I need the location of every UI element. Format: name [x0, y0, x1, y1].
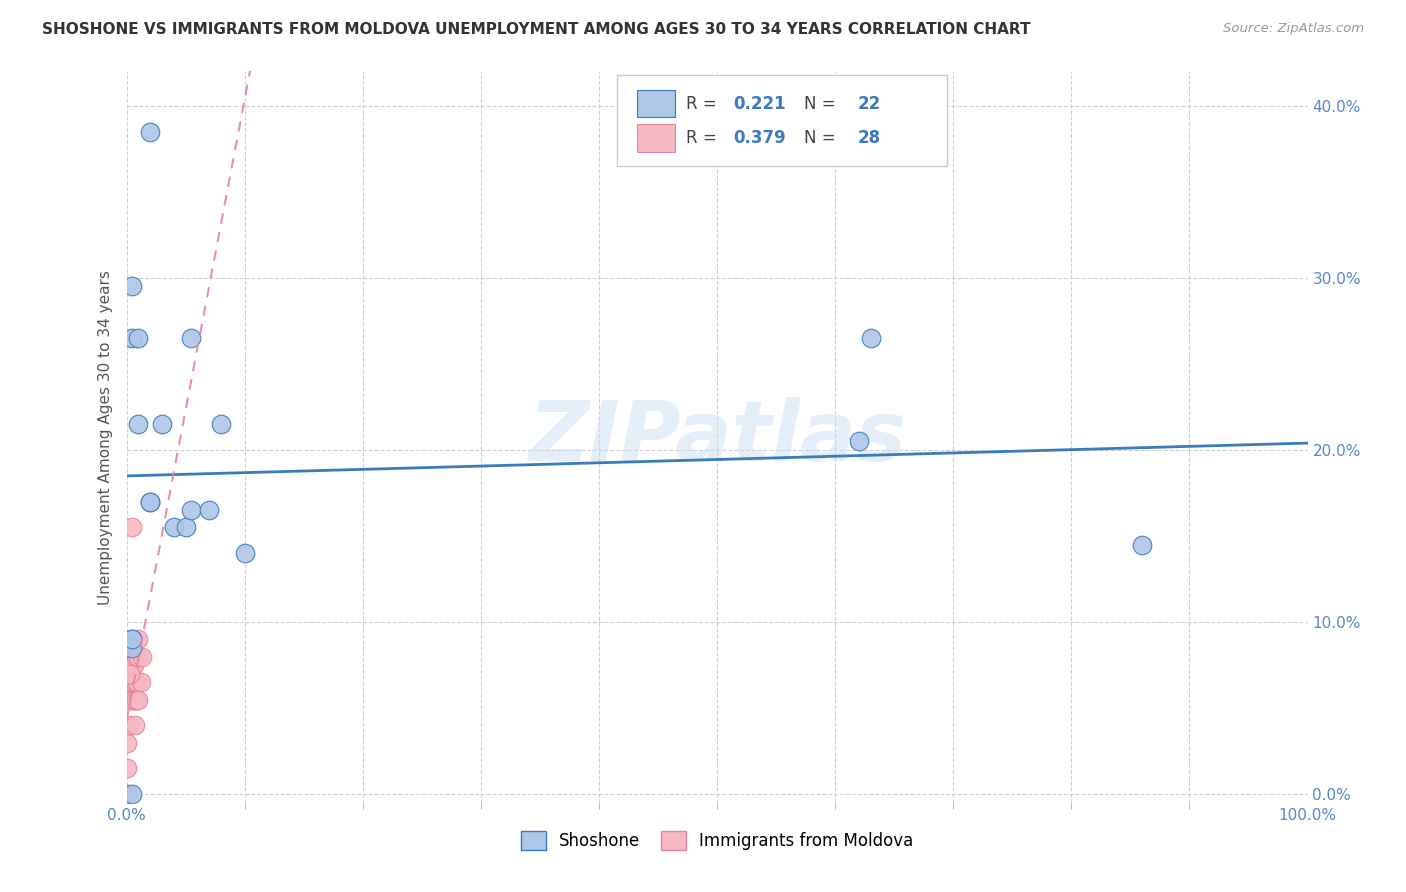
Point	[121, 787, 143, 801]
Text: Source: ZipAtlas.com: Source: ZipAtlas.com	[1223, 22, 1364, 36]
Point	[124, 718, 146, 732]
Point	[131, 649, 153, 664]
Text: N =: N =	[804, 95, 841, 112]
Point	[150, 417, 173, 432]
Point	[121, 658, 143, 673]
Point	[121, 632, 143, 647]
Text: R =: R =	[686, 129, 723, 147]
Point	[115, 787, 138, 801]
Legend: Shoshone, Immigrants from Moldova: Shoshone, Immigrants from Moldova	[515, 824, 920, 856]
Y-axis label: Unemployment Among Ages 30 to 34 years: Unemployment Among Ages 30 to 34 years	[97, 269, 112, 605]
Point	[180, 503, 202, 517]
Text: N =: N =	[804, 129, 841, 147]
Point	[120, 649, 142, 664]
Point	[139, 494, 162, 508]
Point	[139, 125, 162, 139]
Point	[180, 331, 202, 345]
Text: 0.379: 0.379	[734, 129, 786, 147]
Point	[115, 735, 138, 749]
Point	[120, 692, 142, 706]
FancyBboxPatch shape	[617, 75, 948, 167]
Point	[122, 692, 145, 706]
Text: ZIPatlas: ZIPatlas	[529, 397, 905, 477]
Text: 0.221: 0.221	[734, 95, 786, 112]
Text: R =: R =	[686, 95, 723, 112]
Point	[121, 632, 143, 647]
Point	[848, 434, 870, 449]
Point	[121, 331, 143, 345]
Text: SHOSHONE VS IMMIGRANTS FROM MOLDOVA UNEMPLOYMENT AMONG AGES 30 TO 34 YEARS CORRE: SHOSHONE VS IMMIGRANTS FROM MOLDOVA UNEM…	[42, 22, 1031, 37]
Point	[127, 331, 149, 345]
Point	[1130, 538, 1153, 552]
FancyBboxPatch shape	[637, 124, 675, 152]
Point	[127, 417, 149, 432]
Point	[127, 632, 149, 647]
Point	[115, 692, 138, 706]
Point	[118, 692, 141, 706]
Point	[120, 675, 142, 690]
Point	[118, 675, 141, 690]
Point	[127, 675, 149, 690]
Point	[120, 666, 142, 681]
Text: 28: 28	[858, 129, 880, 147]
Point	[233, 546, 256, 560]
Point	[139, 494, 162, 508]
FancyBboxPatch shape	[637, 89, 675, 118]
Point	[163, 520, 186, 534]
Point	[118, 718, 141, 732]
Point	[859, 331, 882, 345]
Point	[115, 787, 138, 801]
Point	[198, 503, 221, 517]
Point	[124, 675, 146, 690]
Point	[121, 675, 143, 690]
Point	[209, 417, 232, 432]
Point	[127, 692, 149, 706]
Point	[174, 520, 197, 534]
Point	[121, 640, 143, 655]
Point	[127, 649, 149, 664]
Point	[121, 520, 143, 534]
Point	[115, 761, 138, 775]
Point	[129, 675, 152, 690]
Point	[121, 279, 143, 293]
Text: 22: 22	[858, 95, 880, 112]
Point	[125, 649, 148, 664]
Point	[122, 658, 145, 673]
Point	[120, 649, 142, 664]
Point	[125, 692, 148, 706]
